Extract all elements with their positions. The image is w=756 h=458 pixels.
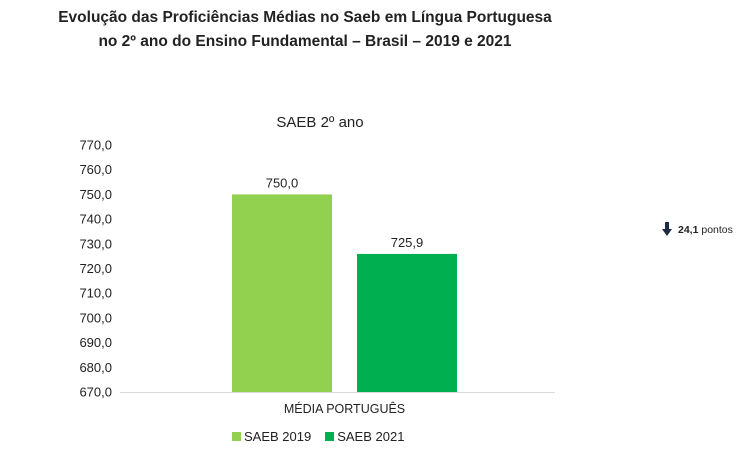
chart-legend: SAEB 2019 SAEB 2021 bbox=[232, 429, 404, 444]
legend-label-2019: SAEB 2019 bbox=[244, 429, 312, 444]
legend-item-2019: SAEB 2019 bbox=[232, 429, 311, 444]
y-tick-label: 680,0 bbox=[79, 360, 112, 375]
chart-title: SAEB 2º ano bbox=[276, 114, 364, 131]
legend-item-2021: SAEB 2021 bbox=[325, 429, 404, 444]
arrow-down-icon bbox=[662, 222, 672, 236]
legend-swatch-2019 bbox=[232, 432, 241, 441]
y-tick-label: 750,0 bbox=[79, 187, 112, 202]
page-title: Evolução das Proficiências Médias no Sae… bbox=[0, 6, 610, 54]
difference-unit: pontos bbox=[701, 223, 733, 236]
y-tick-label: 760,0 bbox=[79, 162, 112, 177]
y-tick-label: 700,0 bbox=[79, 310, 112, 325]
page-title-line-1: Evolução das Proficiências Médias no Sae… bbox=[58, 9, 552, 26]
y-tick-label: 740,0 bbox=[79, 212, 112, 227]
difference-value: 24,1 bbox=[678, 223, 699, 236]
data-label-2019: 750,0 bbox=[266, 175, 299, 190]
bar-2019 bbox=[232, 194, 332, 392]
y-tick-label: 710,0 bbox=[79, 286, 112, 301]
page-title-line-2: no 2º ano do Ensino Fundamental – Brasil… bbox=[98, 33, 512, 50]
x-category-label: MÉDIA PORTUGUÊS bbox=[284, 401, 405, 416]
data-label-2021: 725,9 bbox=[391, 235, 424, 250]
legend-label-2021: SAEB 2021 bbox=[337, 429, 405, 444]
legend-swatch-2021 bbox=[325, 432, 335, 441]
difference-annotation: 24,1 pontos bbox=[662, 222, 733, 237]
bar-2021 bbox=[357, 253, 457, 392]
y-tick-label: 730,0 bbox=[79, 236, 112, 251]
y-tick-label: 670,0 bbox=[79, 385, 112, 400]
y-tick-label: 690,0 bbox=[79, 335, 112, 350]
y-tick-label: 770,0 bbox=[79, 138, 112, 153]
y-tick-label: 720,0 bbox=[79, 261, 112, 276]
